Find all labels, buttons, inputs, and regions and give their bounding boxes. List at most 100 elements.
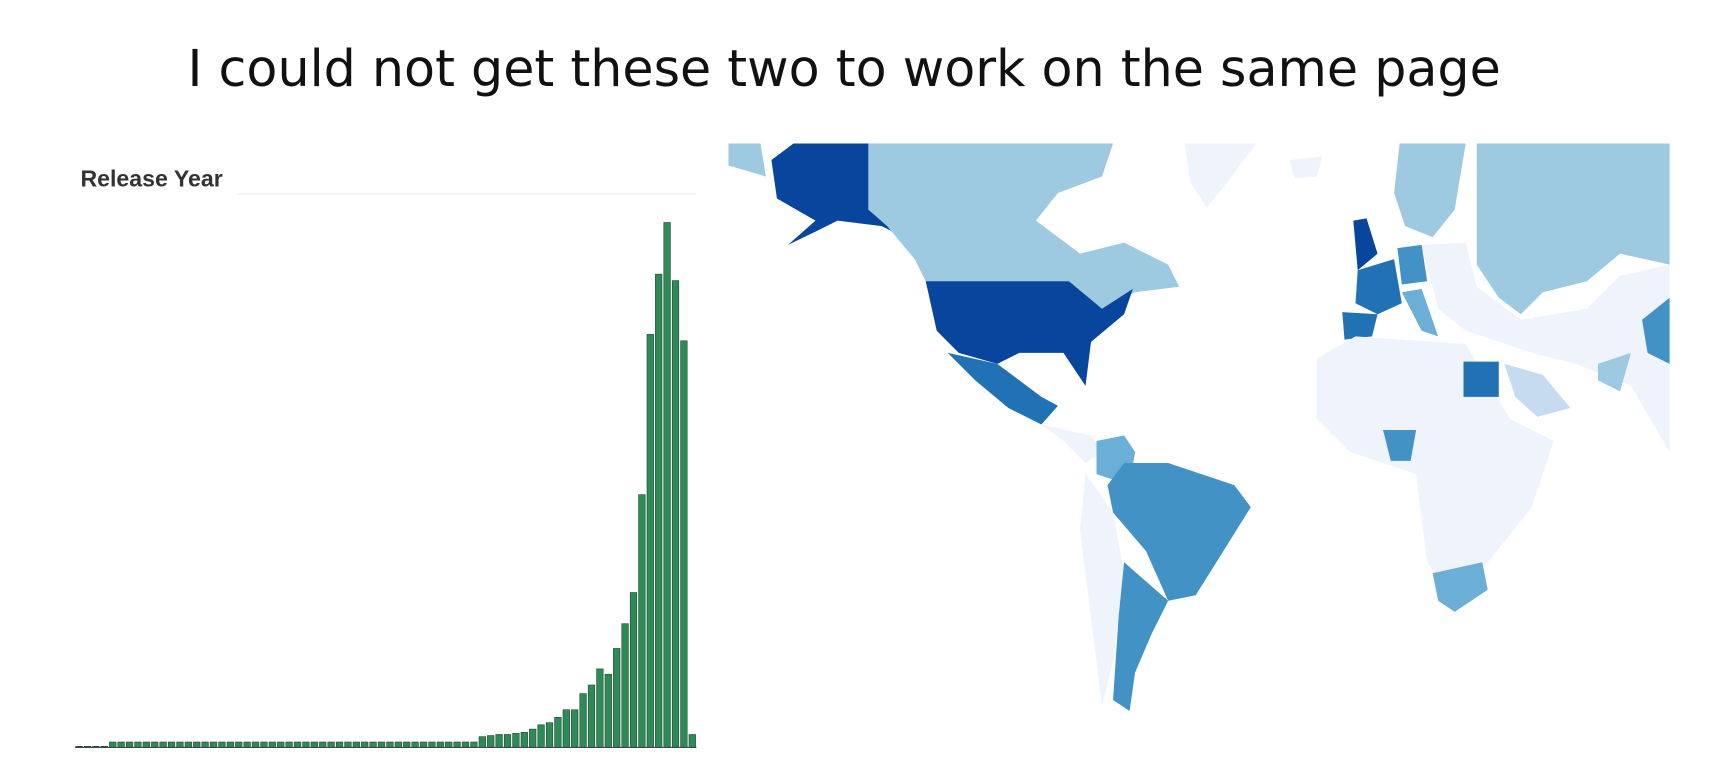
chart-title: Release Year <box>80 165 222 191</box>
bar <box>613 648 621 748</box>
bar <box>680 340 688 748</box>
bar <box>529 728 537 748</box>
bar <box>310 741 318 748</box>
bar <box>167 741 176 748</box>
italy <box>1401 288 1439 337</box>
histogram <box>75 222 696 748</box>
africa <box>1316 336 1554 596</box>
bar <box>193 741 201 748</box>
bar <box>327 741 335 748</box>
bar <box>512 733 520 748</box>
saudi-arabia <box>1504 363 1571 417</box>
iceland <box>1289 156 1323 179</box>
bar <box>663 222 671 748</box>
bar <box>411 741 419 748</box>
bar <box>604 673 612 748</box>
bar <box>235 741 243 748</box>
bar <box>545 722 554 748</box>
bar <box>159 741 167 748</box>
bar <box>621 623 629 748</box>
bar <box>436 741 444 748</box>
argentina <box>1113 562 1169 712</box>
bar <box>243 741 251 748</box>
bar <box>142 741 150 748</box>
bar <box>352 741 360 748</box>
bar <box>495 734 503 748</box>
bar <box>377 741 386 748</box>
bar <box>461 741 470 748</box>
bar <box>335 741 344 748</box>
bar <box>302 741 310 748</box>
bar <box>596 668 604 748</box>
bar <box>587 684 596 748</box>
bar <box>260 741 268 748</box>
mexico <box>947 352 1058 425</box>
bar <box>268 741 276 748</box>
bar <box>386 741 394 748</box>
scandinavia <box>1394 143 1466 238</box>
alaska <box>771 143 904 245</box>
bar <box>579 693 587 748</box>
bar <box>117 741 125 748</box>
bar <box>285 741 293 748</box>
bar <box>638 494 646 748</box>
germany <box>1397 244 1428 285</box>
bar <box>655 273 663 748</box>
bar <box>419 741 428 748</box>
eurasia <box>1421 242 1670 453</box>
bar <box>562 709 570 748</box>
bar <box>218 741 226 748</box>
central-america <box>1041 424 1103 464</box>
bar <box>554 716 562 748</box>
bar <box>394 741 402 748</box>
uk <box>1353 218 1378 271</box>
bar <box>209 741 218 748</box>
bar <box>226 741 234 748</box>
bar <box>428 741 436 748</box>
bar <box>134 741 142 748</box>
canada <box>868 143 1180 309</box>
bar <box>671 280 680 748</box>
south-africa <box>1432 562 1488 612</box>
bar <box>176 741 184 748</box>
india <box>1597 352 1632 392</box>
usa <box>925 281 1133 386</box>
bar <box>201 741 209 748</box>
nigeria <box>1383 429 1417 461</box>
bar <box>319 741 327 748</box>
bar <box>277 741 285 748</box>
bar <box>251 741 260 748</box>
bar <box>478 736 486 748</box>
france <box>1355 259 1402 315</box>
bar <box>369 741 377 748</box>
egypt <box>1463 361 1499 397</box>
bar <box>453 741 461 748</box>
bar <box>688 734 696 748</box>
bar <box>109 741 117 748</box>
bar <box>361 741 369 748</box>
bar <box>503 734 512 748</box>
world-map <box>728 143 1670 739</box>
brazil <box>1107 463 1251 601</box>
greenland <box>1184 143 1257 208</box>
bar <box>629 592 638 748</box>
region <box>728 143 766 177</box>
bar <box>403 741 411 748</box>
slide-title: I could not get these two to work on the… <box>188 39 1501 98</box>
bar <box>487 735 495 748</box>
russia <box>1476 143 1670 315</box>
bar <box>537 724 545 748</box>
bar <box>520 732 528 748</box>
bar <box>344 741 352 748</box>
bar <box>445 741 453 748</box>
bar <box>470 741 478 748</box>
bar <box>125 741 134 748</box>
bar <box>293 741 302 748</box>
bar <box>646 334 654 748</box>
west-south-america <box>1080 474 1125 706</box>
bar <box>151 741 159 748</box>
bar <box>571 709 579 748</box>
spain <box>1342 312 1378 340</box>
